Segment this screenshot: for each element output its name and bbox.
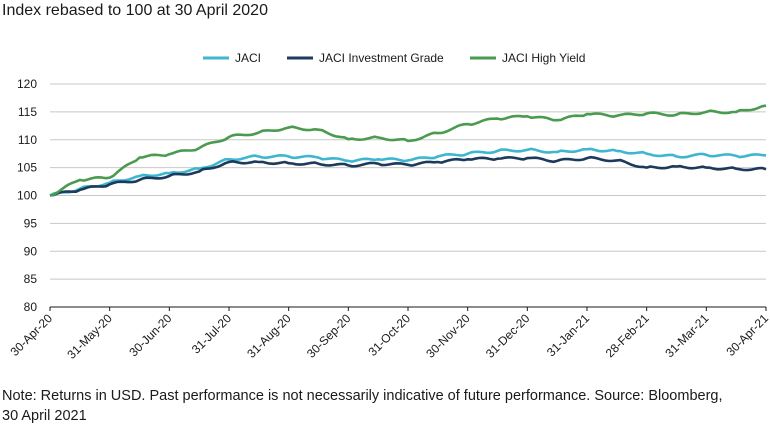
x-tick-label: 31-Jul-20 xyxy=(189,311,235,357)
series-line-jaci-investment-grade xyxy=(49,155,767,197)
y-tick-label: 105 xyxy=(17,161,37,175)
legend: JACI JACI Investment Grade JACI High Yield xyxy=(203,51,585,65)
y-tick-label: 115 xyxy=(18,105,37,119)
y-tick-label: 95 xyxy=(24,216,38,230)
x-tick-label: 31-May-20 xyxy=(64,311,115,362)
x-tick-label: 31-Dec-20 xyxy=(483,311,533,361)
x-tick-label: 30-Sep-20 xyxy=(304,311,354,361)
x-tick-label: 30-Jun-20 xyxy=(126,311,174,359)
chart-title: Index rebased to 100 at 30 April 2020 xyxy=(2,2,268,19)
x-tick-label: 30-Nov-20 xyxy=(423,311,473,361)
x-tick-label: 31-Jan-21 xyxy=(544,311,592,359)
x-tick-label: 30-Apr-20 xyxy=(7,311,55,359)
x-axis-ticks: 30-Apr-20 31-May-20 30-Jun-20 31-Jul-20 31-A… xyxy=(7,307,770,362)
y-tick-label: 120 xyxy=(17,77,37,91)
y-tick-label: 90 xyxy=(24,244,38,258)
series-line-jaci xyxy=(49,147,767,197)
legend-label: JACI xyxy=(235,51,261,65)
line-chart: JACI JACI Investment Grade JACI High Yield… xyxy=(7,51,770,362)
x-tick-label: 31-Oct-20 xyxy=(365,311,413,359)
y-tick-label: 85 xyxy=(24,272,38,286)
footnote: Note: Returns in USD. Past performance i… xyxy=(2,388,723,424)
y-axis-ticks: 80 85 90 95 100 105 110 115 120 xyxy=(17,77,37,314)
x-tick-label: 31-Mar-21 xyxy=(662,311,711,360)
y-tick-label: 110 xyxy=(18,133,37,147)
x-tick-label: 31-Aug-20 xyxy=(244,311,294,361)
x-tick-label: 28-Feb-21 xyxy=(603,311,652,360)
y-tick-label: 80 xyxy=(24,300,38,314)
x-tick-label: 30-Apr-21 xyxy=(723,311,770,359)
legend-label: JACI High Yield xyxy=(502,51,585,65)
legend-label: JACI Investment Grade xyxy=(319,51,444,65)
y-tick-label: 100 xyxy=(17,189,37,203)
series-lines xyxy=(49,104,767,197)
series-line-jaci-high-yield xyxy=(49,104,767,197)
